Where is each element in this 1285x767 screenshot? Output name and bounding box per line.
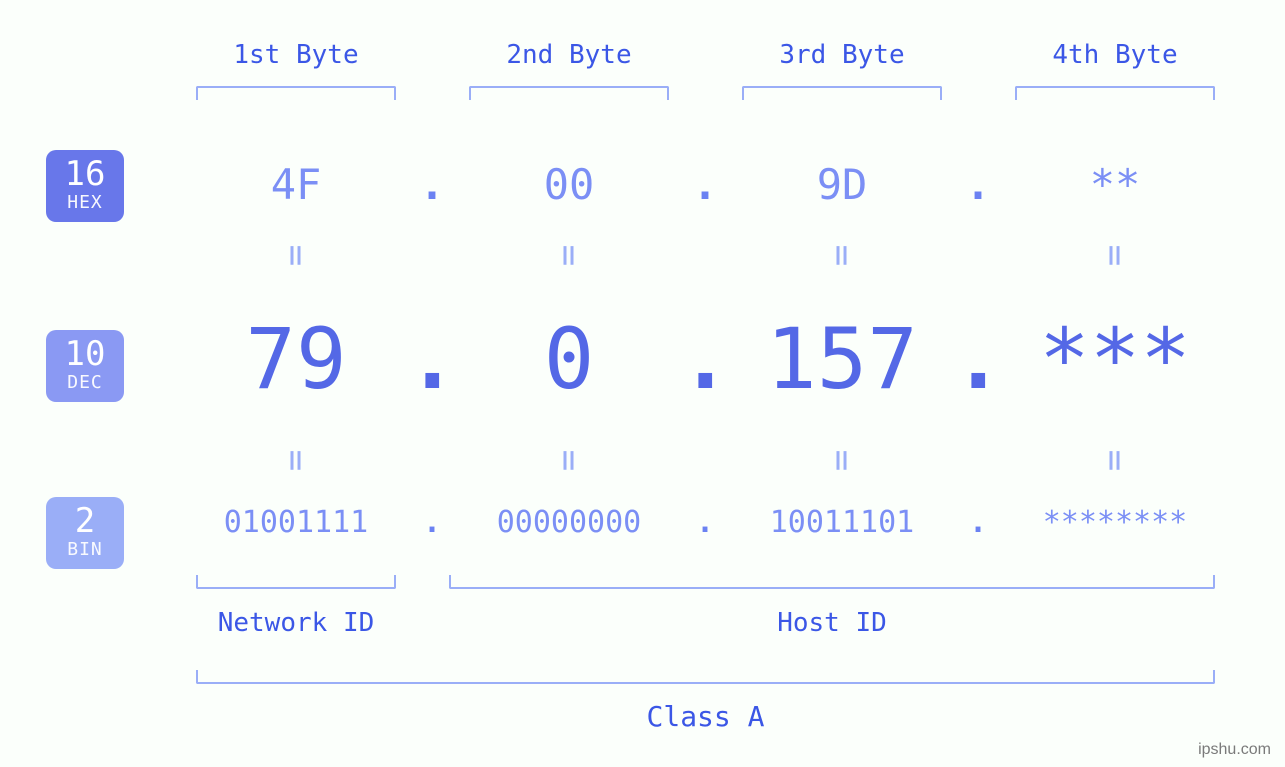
byte-header: 4th Byte (990, 40, 1240, 70)
class-label: Class A (196, 700, 1215, 733)
base-number: 10 (46, 336, 124, 373)
dec-value: 0 (444, 310, 694, 408)
separator-dot: . (963, 160, 993, 209)
hex-value: 9D (717, 160, 967, 209)
equals-icon: = (276, 231, 317, 281)
equals-icon: = (1095, 436, 1136, 486)
byte-top-bracket (469, 86, 669, 100)
equals-icon: = (822, 231, 863, 281)
base-badge-hex: 16HEX (46, 150, 124, 222)
host-id-label: Host ID (449, 608, 1215, 638)
bin-value: 10011101 (717, 505, 967, 540)
equals-icon: = (549, 436, 590, 486)
base-label: HEX (46, 193, 124, 213)
base-badge-dec: 10DEC (46, 330, 124, 402)
equals-icon: = (822, 436, 863, 486)
separator-dot: . (680, 310, 730, 408)
separator-dot: . (407, 310, 457, 408)
byte-top-bracket (742, 86, 942, 100)
separator-dot: . (690, 160, 720, 209)
base-label: DEC (46, 373, 124, 393)
base-badge-bin: 2BIN (46, 497, 124, 569)
network-id-label: Network ID (196, 608, 396, 638)
network-id-bracket (196, 575, 396, 589)
base-label: BIN (46, 540, 124, 560)
hex-value: 4F (171, 160, 421, 209)
hex-value: ** (990, 160, 1240, 209)
byte-header: 3rd Byte (717, 40, 967, 70)
separator-dot: . (417, 160, 447, 209)
byte-header: 1st Byte (171, 40, 421, 70)
class-bracket (196, 670, 1215, 684)
attribution-text: ipshu.com (1198, 741, 1271, 759)
byte-header: 2nd Byte (444, 40, 694, 70)
byte-top-bracket (196, 86, 396, 100)
separator-dot: . (422, 505, 442, 540)
dec-value: 79 (171, 310, 421, 408)
base-number: 2 (46, 503, 124, 540)
dec-value: 157 (717, 310, 967, 408)
hex-value: 00 (444, 160, 694, 209)
byte-top-bracket (1015, 86, 1215, 100)
equals-icon: = (1095, 231, 1136, 281)
host-id-bracket (449, 575, 1215, 589)
separator-dot: . (695, 505, 715, 540)
bin-value: ******** (990, 505, 1240, 540)
bin-value: 00000000 (444, 505, 694, 540)
equals-icon: = (549, 231, 590, 281)
base-number: 16 (46, 156, 124, 193)
separator-dot: . (968, 505, 988, 540)
separator-dot: . (953, 310, 1003, 408)
equals-icon: = (276, 436, 317, 486)
bin-value: 01001111 (171, 505, 421, 540)
dec-value: *** (990, 310, 1240, 408)
